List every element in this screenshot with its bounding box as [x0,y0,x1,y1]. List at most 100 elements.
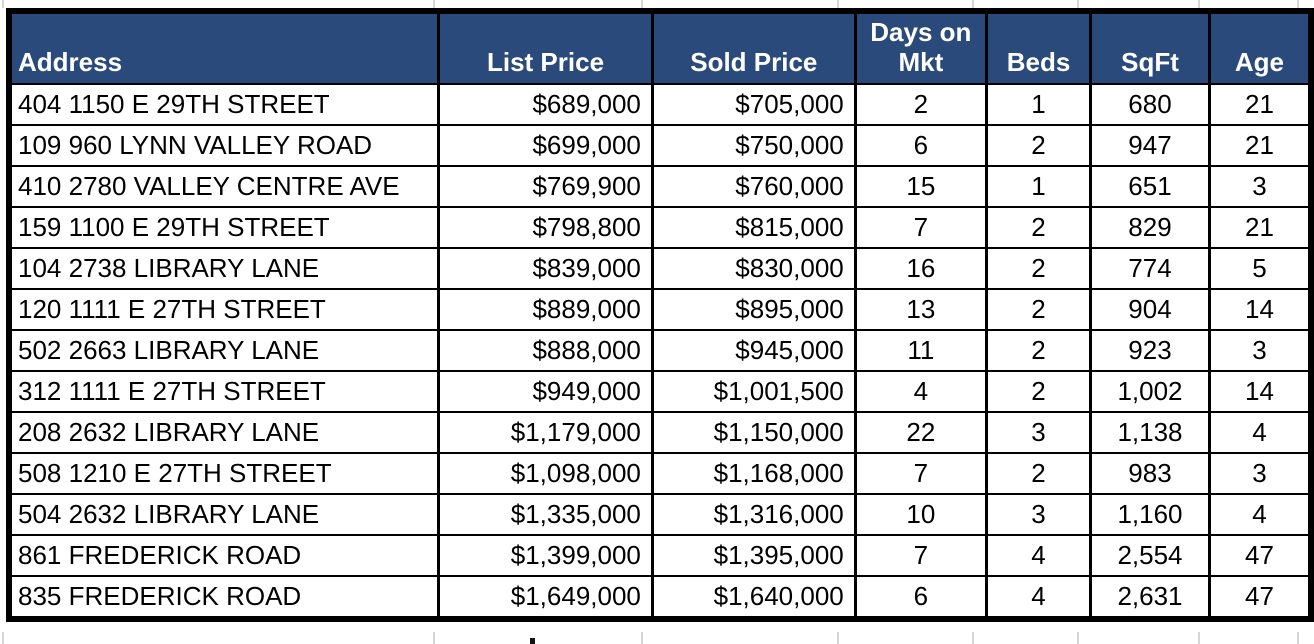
column-header-days-on-mkt[interactable]: Days on Mkt [853,10,988,85]
cell-sqft[interactable]: 904 [1089,288,1211,331]
cell-list-price[interactable]: $889,000 [437,288,654,331]
cell-beds[interactable]: 2 [984,206,1093,249]
cell-address[interactable]: 835 FREDERICK ROAD [7,575,441,620]
cell-list-price[interactable]: $699,000 [437,124,654,167]
cell-days-on-mkt[interactable]: 16 [853,247,988,290]
cell-age[interactable]: 4 [1207,493,1313,536]
cell-beds[interactable]: 1 [984,83,1093,126]
column-header-age[interactable]: Age [1207,10,1313,85]
cell-beds[interactable]: 2 [984,370,1093,413]
cell-address[interactable]: 410 2780 VALLEY CENTRE AVE [7,165,441,208]
cell-beds[interactable]: 3 [984,411,1093,454]
cell-sold-price[interactable]: $705,000 [650,83,857,126]
cell-sold-price[interactable]: $1,150,000 [650,411,857,454]
cell-list-price[interactable]: $1,179,000 [437,411,654,454]
cell-address[interactable]: 508 1210 E 27TH STREET [7,452,441,495]
cell-address[interactable]: 109 960 LYNN VALLEY ROAD [7,124,441,167]
cell-beds[interactable]: 2 [984,452,1093,495]
cell-sqft[interactable]: 651 [1089,165,1211,208]
cell-beds[interactable]: 2 [984,288,1093,331]
cell-age[interactable]: 5 [1207,247,1313,290]
cell-days-on-mkt[interactable]: 10 [853,493,988,536]
cell-age[interactable]: 3 [1207,329,1313,372]
cell-sold-price[interactable]: $760,000 [650,165,857,208]
cell-age[interactable]: 3 [1207,165,1313,208]
cell-days-on-mkt[interactable]: 4 [853,370,988,413]
cell-list-price[interactable]: $769,900 [437,165,654,208]
cell-beds[interactable]: 3 [984,493,1093,536]
cell-list-price[interactable]: $689,000 [437,83,654,126]
column-header-beds[interactable]: Beds [984,10,1093,85]
cell-days-on-mkt[interactable]: 6 [853,124,988,167]
cell-sold-price[interactable]: $750,000 [650,124,857,167]
cell-list-price[interactable]: $949,000 [437,370,654,413]
cell-list-price[interactable]: $1,649,000 [437,575,654,620]
cell-sqft[interactable]: 774 [1089,247,1211,290]
cell-list-price[interactable]: $1,335,000 [437,493,654,536]
cell-age[interactable]: 14 [1207,288,1313,331]
cell-sold-price[interactable]: $815,000 [650,206,857,249]
cell-sqft[interactable]: 829 [1089,206,1211,249]
cell-age[interactable]: 21 [1207,83,1313,126]
cell-sqft[interactable]: 947 [1089,124,1211,167]
cell-beds[interactable]: 1 [984,165,1093,208]
cell-beds[interactable]: 4 [984,575,1093,620]
cell-address[interactable]: 861 FREDERICK ROAD [7,534,441,577]
cell-sold-price[interactable]: $895,000 [650,288,857,331]
cell-age[interactable]: 21 [1207,124,1313,167]
cell-days-on-mkt[interactable]: 6 [853,575,988,620]
cell-beds[interactable]: 2 [984,124,1093,167]
cell-age[interactable]: 3 [1207,452,1313,495]
cell-beds[interactable]: 4 [984,534,1093,577]
cell-age[interactable]: 47 [1207,534,1313,577]
cell-address[interactable]: 159 1100 E 29TH STREET [7,206,441,249]
cell-sqft[interactable]: 680 [1089,83,1211,126]
cell-sqft[interactable]: 1,160 [1089,493,1211,536]
cell-sqft[interactable]: 1,138 [1089,411,1211,454]
cell-days-on-mkt[interactable]: 11 [853,329,988,372]
cell-sqft[interactable]: 2,554 [1089,534,1211,577]
cell-sold-price[interactable]: $945,000 [650,329,857,372]
cell-address[interactable]: 504 2632 LIBRARY LANE [7,493,441,536]
cell-list-price[interactable]: $839,000 [437,247,654,290]
column-header-sqft[interactable]: SqFt [1089,10,1211,85]
cell-sold-price[interactable]: $1,168,000 [650,452,857,495]
cell-days-on-mkt[interactable]: 15 [853,165,988,208]
cell-sold-price[interactable]: $1,316,000 [650,493,857,536]
cell-address[interactable]: 404 1150 E 29TH STREET [7,83,441,126]
cell-list-price[interactable]: $888,000 [437,329,654,372]
cell-sqft[interactable]: 923 [1089,329,1211,372]
cell-days-on-mkt[interactable]: 7 [853,452,988,495]
cell-beds[interactable]: 2 [984,329,1093,372]
column-header-sold-price[interactable]: Sold Price [650,10,857,85]
cell-sqft[interactable]: 983 [1089,452,1211,495]
cell-address[interactable]: 120 1111 E 27TH STREET [7,288,441,331]
cell-sqft[interactable]: 1,002 [1089,370,1211,413]
cell-days-on-mkt[interactable]: 22 [853,411,988,454]
cell-sold-price[interactable]: $1,395,000 [650,534,857,577]
cell-list-price[interactable]: $1,098,000 [437,452,654,495]
cell-list-price[interactable]: $1,399,000 [437,534,654,577]
column-header-address[interactable]: Address [7,10,441,85]
table-row: 109 960 LYNN VALLEY ROAD $699,000 $750,000… [7,124,1313,167]
column-header-list-price[interactable]: List Price [437,10,654,85]
cell-age[interactable]: 47 [1207,575,1313,620]
cell-days-on-mkt[interactable]: 7 [853,206,988,249]
cell-address[interactable]: 502 2663 LIBRARY LANE [7,329,441,372]
cell-beds[interactable]: 2 [984,247,1093,290]
cell-sold-price[interactable]: $830,000 [650,247,857,290]
cell-days-on-mkt[interactable]: 7 [853,534,988,577]
cell-address[interactable]: 104 2738 LIBRARY LANE [7,247,441,290]
cell-age[interactable]: 4 [1207,411,1313,454]
cell-list-price[interactable]: $798,800 [437,206,654,249]
table-row: 404 1150 E 29TH STREET $689,000 $705,000 2 1… [7,83,1313,126]
cell-sqft[interactable]: 2,631 [1089,575,1211,620]
cell-days-on-mkt[interactable]: 2 [853,83,988,126]
cell-age[interactable]: 21 [1207,206,1313,249]
cell-address[interactable]: 312 1111 E 27TH STREET [7,370,441,413]
cell-sold-price[interactable]: $1,001,500 [650,370,857,413]
cell-days-on-mkt[interactable]: 13 [853,288,988,331]
cell-address[interactable]: 208 2632 LIBRARY LANE [7,411,441,454]
cell-sold-price[interactable]: $1,640,000 [650,575,857,620]
cell-age[interactable]: 14 [1207,370,1313,413]
